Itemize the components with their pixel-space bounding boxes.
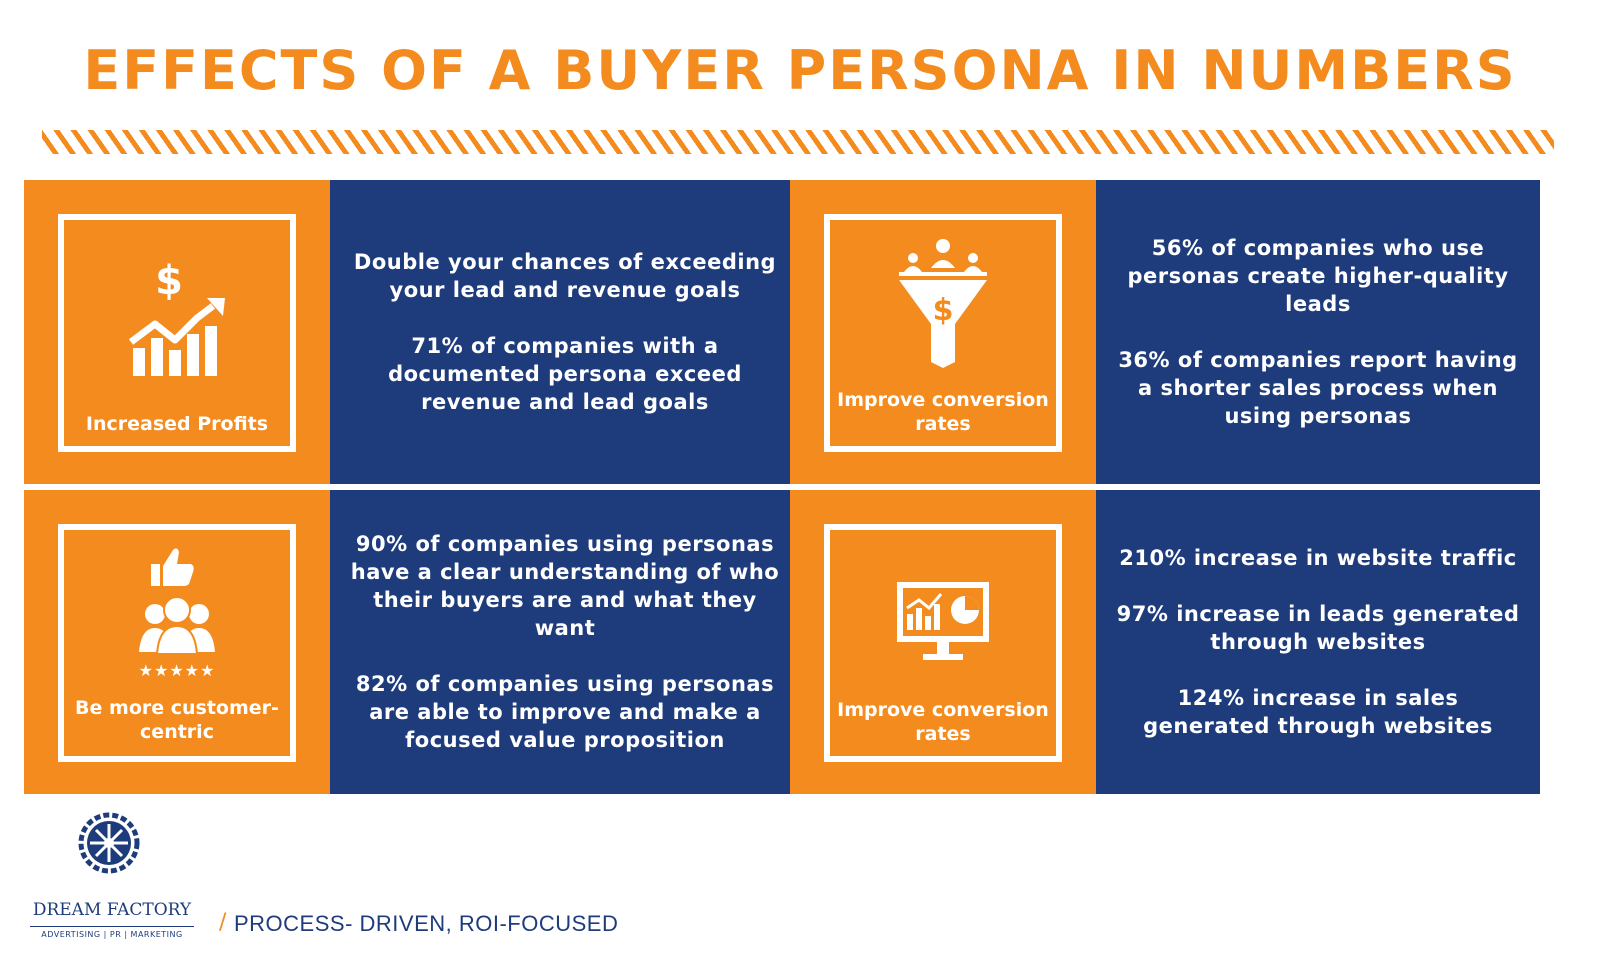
card-text-panel: 210% increase in website traffic 97% inc… (1096, 490, 1540, 794)
stat-text: Double your chances of exceeding your le… (353, 250, 777, 302)
svg-text:$: $ (933, 293, 954, 328)
card-label: Improve conversion rates (837, 699, 1049, 745)
stat-text: 56% of companies who use personas create… (1127, 236, 1509, 316)
stat-text: 82% of companies using personas are able… (355, 672, 775, 752)
icon-frame: Improve conversion rates (824, 524, 1062, 762)
card-conversion-rates-1: $ Improve conversion rates 56% of compan… (790, 180, 1540, 484)
hatch-divider (42, 130, 1554, 154)
monitor-chart-icon (897, 582, 989, 660)
stat-text: 36% of companies report having a shorter… (1118, 348, 1518, 428)
card-icon-panel: $ Increased Profits (24, 180, 330, 484)
card-text-panel: Double your chances of exceeding your le… (330, 180, 800, 484)
card-customer-centric: ★★★★★ Be more customer-centric 90% of co… (24, 490, 800, 794)
stat-text: 71% of companies with a documented perso… (388, 334, 742, 414)
stat-text: 90% of companies using personas have a c… (350, 532, 780, 640)
svg-text:★★★★★: ★★★★★ (139, 661, 216, 680)
profit-chart-icon: $ (128, 260, 225, 376)
card-label: Improve conversion rates (837, 389, 1049, 435)
tagline-slash: / (219, 910, 227, 935)
brand-name: DREAM FACTORY (32, 900, 192, 920)
customer-rating-icon: ★★★★★ (139, 548, 216, 680)
stat-text: 210% increase in website traffic (1119, 546, 1517, 570)
card-conversion-rates-2: Improve conversion rates 210% increase i… (790, 490, 1540, 794)
brand-services: ADVERTISING | PR | MARKETING (30, 926, 194, 939)
card-icon-panel: Improve conversion rates (790, 490, 1096, 794)
stat-text: 124% increase in sales generated through… (1143, 686, 1493, 738)
icon-frame: ★★★★★ Be more customer-centric (58, 524, 296, 762)
tagline: PROCESS- DRIVEN, ROI-FOCUSED (234, 911, 619, 936)
card-label: Be more customer-centric (75, 697, 279, 743)
card-text-panel: 56% of companies who use personas create… (1096, 180, 1540, 484)
stat-text: 97% increase in leads generated through … (1116, 602, 1520, 654)
funnel-icon: $ (899, 239, 987, 368)
svg-text:$: $ (155, 260, 183, 304)
card-icon-panel: ★★★★★ Be more customer-centric (24, 490, 330, 794)
card-text-panel: 90% of companies using personas have a c… (330, 490, 800, 794)
dream-factory-logo (78, 812, 140, 874)
icon-frame: $ Improve conversion rates (824, 214, 1062, 452)
page-title: EFFECTS OF A BUYER PERSONA IN NUMBERS (83, 39, 1517, 102)
card-increased-profits: $ Increased Profits Double your chances … (24, 180, 800, 484)
card-label: Increased Profits (85, 413, 269, 435)
card-icon-panel: $ Improve conversion rates (790, 180, 1096, 484)
icon-frame: $ Increased Profits (58, 214, 296, 452)
